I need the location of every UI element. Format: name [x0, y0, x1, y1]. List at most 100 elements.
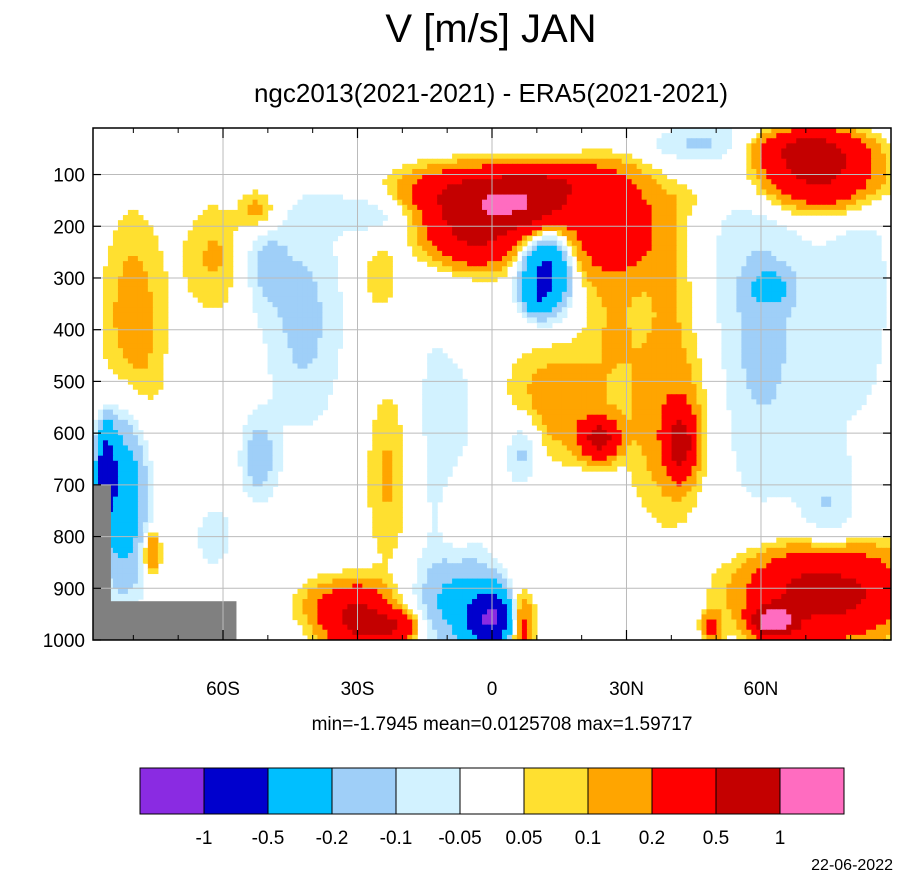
contour-cell: [781, 143, 787, 150]
contour-cell: [526, 389, 533, 395]
contour-cell: [846, 358, 852, 365]
contour-cell: [536, 240, 543, 247]
contour-cell: [407, 220, 413, 226]
contour-cell: [277, 368, 284, 375]
contour-cell: [566, 240, 573, 247]
contour-cell: [152, 358, 159, 365]
contour-cell: [132, 322, 139, 329]
contour-cell: [526, 209, 533, 216]
contour-cell: [561, 276, 568, 283]
contour-cell: [826, 348, 832, 354]
contour-cell: [701, 389, 708, 395]
contour-cell: [796, 148, 802, 155]
contour-cell: [736, 368, 742, 375]
contour-cell: [536, 256, 543, 262]
contour-cell: [407, 209, 413, 216]
contour-cell: [616, 240, 623, 247]
contour-cell: [631, 245, 638, 252]
contour-cell: [606, 148, 613, 155]
contour-cell: [132, 209, 139, 216]
contour-cell: [661, 174, 668, 180]
contour-cell: [691, 133, 698, 139]
contour-cell: [861, 256, 867, 262]
contour-cell: [681, 358, 688, 365]
contour-cell: [691, 389, 698, 395]
contour-cell: [482, 266, 488, 272]
contour-cell: [287, 266, 294, 272]
contour-cell: [192, 291, 199, 298]
contour-cell: [661, 363, 668, 370]
contour-cell: [631, 163, 638, 170]
contour-cell: [786, 373, 792, 380]
contour-cell: [541, 363, 548, 370]
contour-cell: [681, 194, 688, 201]
contour-cell: [536, 209, 543, 216]
contour-cell: [801, 163, 807, 170]
contour-cell: [551, 307, 558, 313]
contour-cell: [626, 368, 633, 375]
contour-cell: [437, 158, 443, 165]
contour-cell: [606, 281, 613, 288]
contour-cell: [437, 389, 443, 395]
contour-cell: [646, 302, 653, 308]
contour-cell: [786, 261, 792, 267]
contour-cell: [551, 353, 558, 359]
contour-cell: [322, 332, 329, 339]
contour-cell: [282, 271, 289, 278]
contour-cell: [477, 261, 483, 267]
contour-cell: [816, 286, 822, 293]
contour-cell: [626, 184, 633, 191]
contour-cell: [736, 348, 742, 354]
contour-cell: [157, 291, 164, 298]
contour-cell: [756, 276, 762, 283]
contour-cell: [287, 276, 294, 283]
contour-cell: [676, 363, 683, 370]
contour-cell: [152, 384, 159, 390]
contour-cell: [776, 179, 782, 185]
contour-cell: [596, 235, 603, 242]
contour-cell: [462, 271, 468, 278]
contour-cell: [457, 209, 463, 216]
contour-cell: [437, 384, 443, 390]
contour-cell: [117, 302, 124, 308]
contour-cell: [621, 394, 628, 400]
contour-cell: [147, 302, 154, 308]
contour-cell: [821, 138, 827, 144]
contour-cell: [856, 332, 862, 339]
contour-cell: [846, 291, 852, 298]
contour-cell: [192, 256, 199, 262]
contour-cell: [546, 286, 553, 293]
contour-cell: [781, 281, 787, 288]
contour-cell: [881, 307, 887, 313]
contour-cell: [726, 343, 732, 349]
contour-cell: [182, 266, 189, 272]
contour-cell: [157, 384, 164, 390]
contour-cell: [257, 271, 264, 278]
contour-cell: [207, 230, 214, 237]
contour-cell: [841, 143, 847, 150]
contour-cell: [596, 163, 603, 170]
contour-cell: [691, 394, 698, 400]
contour-cell: [771, 174, 777, 180]
contour-cell: [856, 337, 862, 344]
contour-cell: [332, 348, 338, 354]
contour-cell: [257, 199, 264, 206]
contour-cell: [721, 235, 728, 242]
contour-cell: [841, 286, 847, 293]
contour-cell: [671, 250, 678, 257]
contour-cell: [596, 215, 603, 221]
contour-cell: [641, 240, 648, 247]
contour-cell: [846, 184, 852, 191]
contour-cell: [541, 209, 548, 216]
contour-cell: [781, 133, 787, 139]
contour-cell: [157, 322, 164, 329]
contour-cell: [676, 235, 683, 242]
contour-cell: [147, 286, 154, 293]
contour-cell: [831, 343, 837, 349]
contour-cell: [531, 368, 538, 375]
contour-cell: [566, 291, 573, 298]
contour-cell: [751, 281, 757, 288]
contour-cell: [666, 327, 673, 334]
contour-cell: [102, 266, 109, 272]
contour-cell: [761, 271, 767, 278]
